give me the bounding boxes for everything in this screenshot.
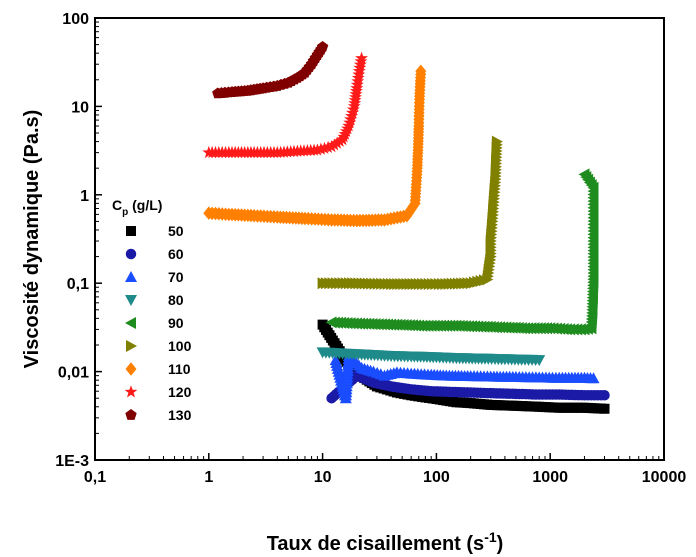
legend-label: 120 — [168, 384, 192, 400]
series-120 — [202, 51, 368, 159]
plot-frame — [94, 17, 665, 461]
legend-marker — [125, 248, 137, 260]
x-tick-label: 100 — [423, 469, 450, 486]
legend-title: Cp (g/L) — [112, 197, 162, 218]
x-tick-label: 10000 — [642, 469, 687, 486]
data-point — [533, 355, 546, 367]
y-axis-ticks: 1E-3 0,01 0,1 1 10 100 — [55, 11, 102, 470]
data-point-fill — [333, 134, 347, 147]
legend-marker — [125, 295, 137, 306]
legend-label: 110 — [168, 361, 191, 377]
legend-label: 60 — [168, 246, 184, 262]
data-point-fill — [330, 136, 344, 149]
legend-item: 70 — [125, 269, 184, 285]
series-90 — [325, 168, 599, 336]
legend-marker — [126, 340, 137, 352]
legend-label: 70 — [168, 269, 184, 285]
x-axis-ticks: 0,1 1 10 100 1000 10000 — [84, 453, 686, 486]
legend-label: 100 — [168, 338, 192, 354]
legend-item: 50 — [126, 223, 184, 239]
legend-item: 60 — [125, 246, 184, 262]
legend-item: 130 — [125, 407, 192, 423]
y-axis-title: Viscosité dynamique (Pa.s) — [21, 110, 43, 369]
legend-marker — [125, 362, 137, 376]
legend-label: 80 — [168, 292, 184, 308]
legend-item: 120 — [124, 384, 192, 400]
legend-marker — [125, 317, 136, 329]
legend-item: 90 — [125, 315, 184, 331]
data-series — [202, 41, 610, 414]
legend-label: 50 — [168, 223, 184, 239]
legend-marker — [125, 271, 137, 282]
data-point — [355, 51, 368, 64]
x-tick-label: 1000 — [532, 469, 568, 486]
data-point-fill — [318, 141, 331, 154]
series-80 — [316, 347, 546, 367]
series-130 — [212, 41, 329, 99]
legend-item: 80 — [125, 292, 184, 308]
data-point — [311, 143, 324, 156]
legend: Cp (g/L) 50 60 70 80 90 100 110 120 130 — [112, 197, 192, 423]
legend-marker — [125, 409, 137, 420]
data-point — [599, 390, 610, 401]
data-point-fill — [321, 140, 335, 153]
legend-item: 100 — [126, 338, 192, 354]
x-axis-title: Taux de cisaillement (s-1) — [267, 529, 504, 555]
y-tick-label: 0,1 — [67, 276, 89, 293]
legend-label: 130 — [168, 407, 192, 423]
y-tick-label: 1E-3 — [55, 453, 89, 470]
data-point-fill — [327, 138, 341, 151]
legend-marker — [124, 385, 138, 398]
y-tick-label: 0,01 — [58, 365, 89, 382]
data-point — [599, 403, 610, 414]
data-point — [587, 372, 600, 384]
x-tick-label: 1 — [204, 469, 213, 486]
data-point-fill — [314, 142, 328, 155]
data-point — [578, 168, 590, 181]
legend-marker — [126, 226, 136, 236]
series-70 — [329, 350, 600, 404]
x-tick-label: 0,1 — [84, 469, 106, 486]
series-100 — [317, 135, 503, 290]
legend-item: 110 — [125, 361, 191, 377]
data-point — [325, 140, 338, 153]
data-point — [316, 41, 329, 52]
legend-label: 90 — [168, 315, 184, 331]
series-50 — [317, 319, 610, 414]
y-tick-label: 10 — [71, 99, 89, 116]
series-110 — [203, 64, 427, 228]
x-tick-label: 10 — [314, 469, 332, 486]
y-tick-label: 1 — [80, 188, 89, 205]
data-point — [491, 135, 503, 148]
data-point — [415, 64, 427, 78]
y-tick-label: 100 — [62, 11, 89, 28]
